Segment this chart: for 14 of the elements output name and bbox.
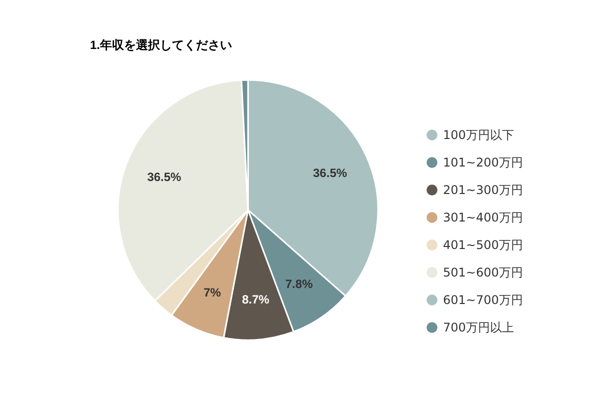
data-label: 36.5% <box>313 166 348 180</box>
legend-label: 101~200万円 <box>443 156 523 170</box>
legend-label: 301~400万円 <box>443 210 523 224</box>
legend-label: 100万円以下 <box>443 128 514 142</box>
legend-label: 601~700万円 <box>443 293 523 307</box>
legend-label: 501~600万円 <box>443 266 523 280</box>
chart-title: 1.年収を選択してください <box>90 38 232 52</box>
data-label: 7.8% <box>285 277 314 292</box>
data-label: 36.5% <box>147 170 182 184</box>
data-label: 7% <box>204 286 222 300</box>
legend-label: 401~500万円 <box>443 238 523 252</box>
legend-label: 201~300万円 <box>443 183 523 197</box>
legend-label: 700万円以上 <box>443 320 514 334</box>
data-label: 8.7% <box>242 292 270 307</box>
